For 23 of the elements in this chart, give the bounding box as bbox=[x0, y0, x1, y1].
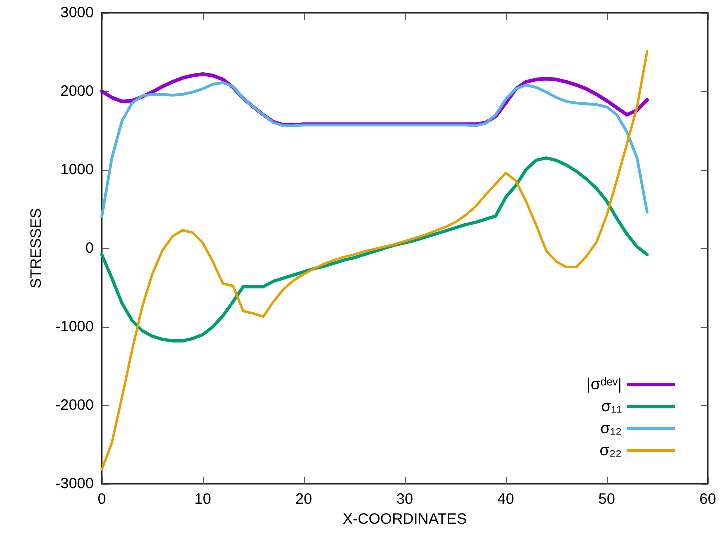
line-series bbox=[100, 81, 649, 218]
y-tick-label: -2000 bbox=[56, 397, 94, 414]
y-tick-label: 1000 bbox=[60, 162, 94, 178]
x-tick-label: 40 bbox=[498, 491, 514, 508]
x-tick-label: 10 bbox=[194, 491, 212, 508]
y-tick-label: 3000 bbox=[60, 4, 94, 22]
y-tick-label: -1000 bbox=[56, 318, 94, 336]
y-axis-title: STRESSES bbox=[28, 208, 45, 289]
y-tick-label: 0 bbox=[86, 240, 94, 257]
x-tick-label: 60 bbox=[700, 491, 716, 508]
line-series bbox=[100, 156, 649, 343]
legend-label: σ₁₂ bbox=[600, 420, 622, 438]
legend-label: σ₁₁ bbox=[601, 398, 622, 416]
legend-label: |σᵈᵉᵛ| bbox=[586, 376, 622, 394]
legend-label: σ₂₂ bbox=[600, 442, 622, 460]
y-tick-label: 2000 bbox=[60, 83, 94, 100]
x-tick-label: 0 bbox=[98, 491, 106, 508]
line-series bbox=[100, 50, 649, 472]
x-axis-title: X-COORDINATES bbox=[343, 511, 467, 528]
y-tick-label: -3000 bbox=[56, 476, 94, 492]
x-tick-label: 30 bbox=[396, 491, 414, 508]
x-tick-label: 50 bbox=[598, 491, 616, 508]
x-tick-label: 20 bbox=[296, 491, 312, 508]
